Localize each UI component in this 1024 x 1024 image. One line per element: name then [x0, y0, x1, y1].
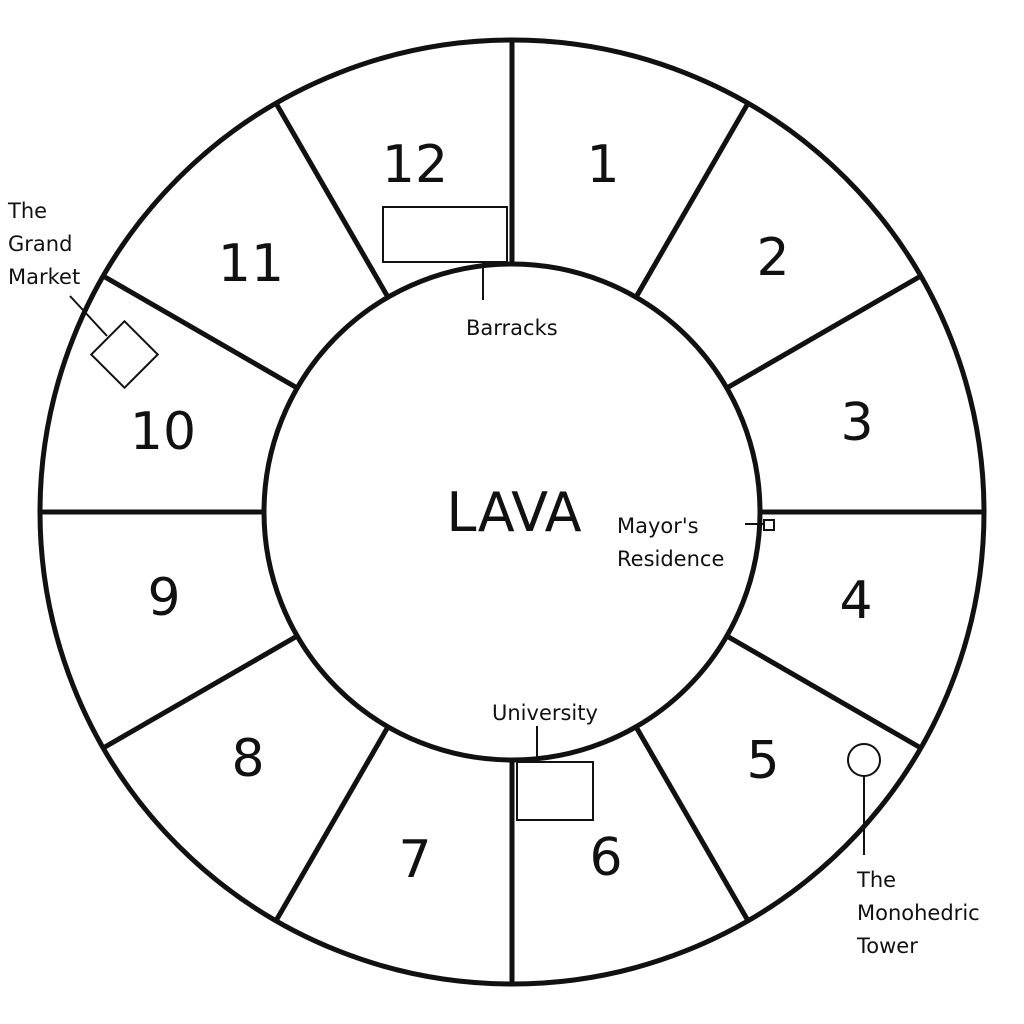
barracks-landmark[interactable]: Barracks [382, 206, 558, 340]
barracks-marker[interactable] [382, 206, 508, 263]
district-label-12[interactable]: 12 [382, 135, 448, 195]
mayors-residence-marker[interactable] [763, 519, 775, 531]
mayors-residence-label-line-1: Mayor's [617, 514, 699, 538]
monohedric-tower-landmark[interactable]: The Monohedric Tower [847, 743, 980, 958]
barracks-label: Barracks [466, 316, 558, 340]
monohedric-tower-label-line-2: Monohedric [857, 901, 980, 925]
district-dividers [40, 40, 984, 984]
district-divider [273, 725, 391, 923]
monohedric-tower-marker[interactable] [847, 743, 881, 777]
grand-market-label-line-2: Grand [8, 232, 72, 256]
district-label-3[interactable]: 3 [840, 393, 873, 453]
district-label-5[interactable]: 5 [746, 731, 779, 791]
district-divider [633, 101, 751, 299]
monohedric-tower-label-line-1: The [856, 868, 896, 892]
university-marker[interactable] [516, 761, 594, 821]
lava-label: LAVA [446, 481, 581, 544]
mayors-residence-label-line-2: Residence [617, 547, 724, 571]
university-label: University [492, 701, 598, 725]
mayors-residence-landmark[interactable]: Mayor's Residence [617, 514, 775, 571]
grand-market-label-line-1: The [7, 199, 47, 223]
district-label-9[interactable]: 9 [147, 568, 180, 628]
district-label-11[interactable]: 11 [218, 234, 284, 294]
grand-market-label-line-3: Market [8, 265, 80, 289]
monohedric-tower-label-line-3: Tower [856, 934, 918, 958]
grand-market-leader-line [69, 295, 108, 337]
district-labels: 1 2 3 4 5 6 7 8 9 10 11 12 [130, 135, 874, 890]
district-label-4[interactable]: 4 [839, 571, 872, 631]
university-landmark[interactable]: University [492, 701, 598, 821]
district-divider [725, 273, 923, 391]
district-divider [633, 725, 751, 923]
district-label-2[interactable]: 2 [756, 228, 789, 288]
district-label-8[interactable]: 8 [231, 729, 264, 789]
district-divider [101, 273, 299, 391]
district-label-1[interactable]: 1 [586, 135, 619, 195]
district-label-10[interactable]: 10 [130, 402, 196, 462]
district-label-7[interactable]: 7 [398, 830, 431, 890]
district-label-6[interactable]: 6 [589, 828, 622, 888]
grand-market-marker[interactable] [89, 319, 160, 390]
district-divider [273, 101, 391, 299]
grand-market-landmark[interactable]: The Grand Market [7, 199, 160, 390]
district-divider [101, 633, 299, 751]
district-divider [725, 633, 923, 751]
